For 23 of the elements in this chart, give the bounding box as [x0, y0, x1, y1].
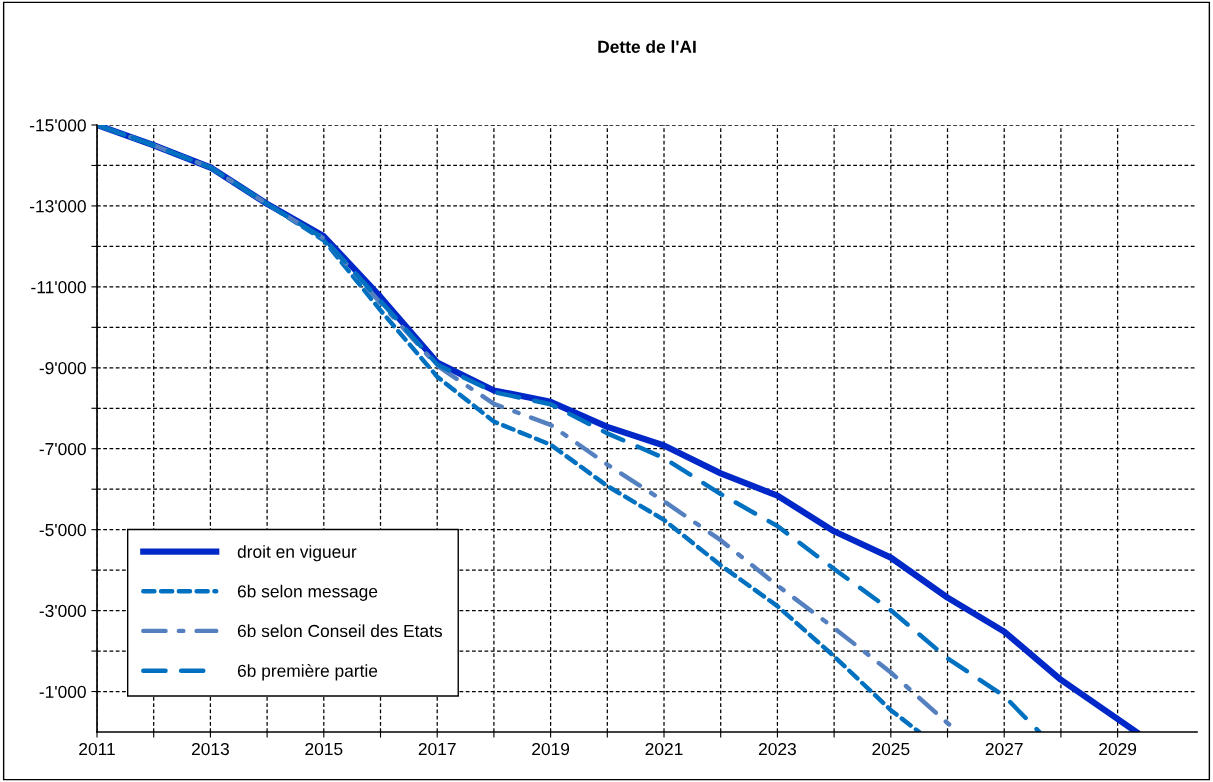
y-tick-label: -15'000: [29, 119, 86, 132]
x-tick-label: 2021: [645, 742, 683, 756]
x-tick-label: 2011: [79, 742, 115, 756]
y-tick-label: -7'000: [39, 442, 86, 456]
legend-label: droit en vigueur: [237, 545, 357, 562]
legend-label: 6b selon message: [237, 584, 378, 601]
y-tick-label: -5'000: [39, 523, 86, 537]
legend-label: 6b première partie: [237, 663, 378, 681]
chart-title: Dette de l'AI: [598, 40, 696, 53]
y-tick-label: -9'000: [39, 361, 86, 375]
x-tick-label: 2023: [758, 742, 796, 756]
x-tick-label: 2025: [872, 742, 910, 756]
legend-label: 6b selon Conseil des Etats: [237, 624, 442, 638]
x-tick-label: 2017: [418, 742, 456, 756]
y-tick-label: -11'000: [31, 281, 86, 294]
y-tick-label: -1'000: [39, 685, 86, 698]
x-tick-label: 2013: [191, 742, 229, 756]
x-tick-label: 2029: [1099, 742, 1137, 756]
x-tick-label: 2015: [305, 742, 343, 756]
x-tick-label: 2019: [532, 742, 570, 756]
x-tick-label: 2027: [985, 742, 1023, 756]
y-tick-label: -3'000: [39, 604, 86, 618]
y-tick-label: -13'000: [29, 200, 86, 213]
